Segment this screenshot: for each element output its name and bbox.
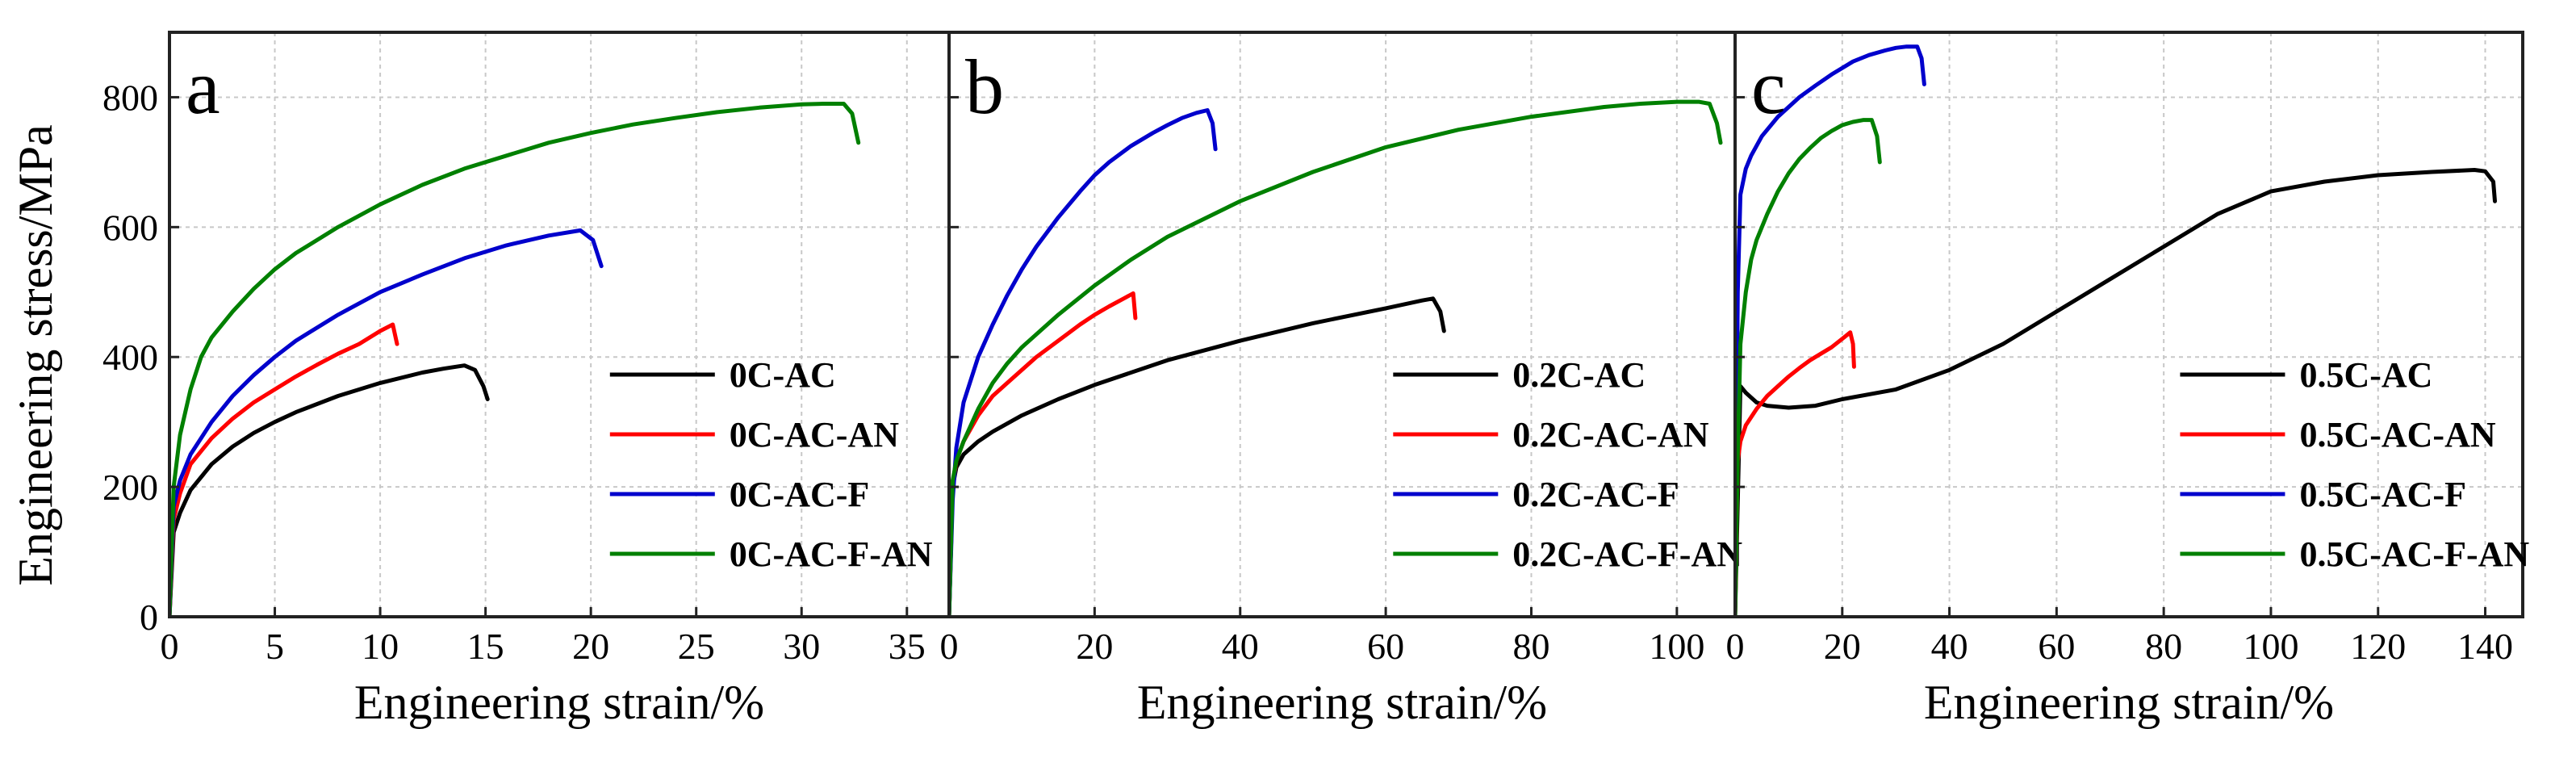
x-tick-label: 100 [2243,626,2298,667]
series-group [949,99,1723,617]
series-group [1735,44,2497,617]
legend-label: 0.2C-AC [1512,355,1646,395]
panel-a: 0 5 10 15 20 25 30 35 0 200 400 600 800 a Engineering … [102,31,951,729]
x-tick-label: 25 [678,626,715,667]
x-tick-label: 0 [940,626,959,667]
series-line-0.2C-AC [949,296,1446,617]
series-line-0.5C-AC-F [1735,44,1926,617]
plot-frame [947,31,1737,618]
series-line-0C-AC-AN [169,322,399,617]
y-tick-label: 800 [102,77,158,118]
plot-frame [1733,31,2524,618]
x-tick-label: 40 [1931,626,1968,667]
y-tick-label: 600 [102,207,158,248]
series-line-0.5C-AC-F-AN [1735,118,1882,617]
panel-b: 0 20 40 60 80 100 b Engineering strain/% 0.2C-AC… [940,31,1742,729]
legend-label: 0C-AC [730,355,836,395]
x-tick-label: 100 [1649,626,1704,667]
series-line-0C-AC-F-AN [169,102,861,617]
x-tick-label: 35 [889,626,926,667]
x-tick-label: 20 [1076,626,1113,667]
x-tick-label: 140 [2457,626,2513,667]
x-tick-label: 60 [1367,626,1404,667]
x-tick-label: 40 [1222,626,1259,667]
series-line-0.5C-AC-AN [1735,330,1856,617]
panel-letter: c [1751,44,1786,130]
legend: 0.5C-AC 0.5C-AC-AN 0.5C-AC-F 0.5C-AC-F-AN [2180,355,2529,574]
legend-label: 0.2C-AC-F [1512,475,1679,514]
panel-letter: a [186,44,220,130]
x-tick-label: 10 [362,626,399,667]
series-line-0C-AC-F [169,228,604,617]
legend-label: 0.5C-AC [2299,355,2432,395]
series-line-0.2C-AC-F-AN [949,99,1723,617]
series-line-0.2C-AC-AN [949,291,1138,617]
legend: 0C-AC 0C-AC-AN 0C-AC-F 0C-AC-F-AN [609,355,933,574]
x-axis-title: Engineering strain/% [354,676,764,729]
x-tick-label: 30 [783,626,820,667]
legend-label: 0.2C-AC-AN [1512,415,1708,455]
legend-label: 0.5C-AC-AN [2299,415,2495,455]
y-tick-label: 400 [102,337,158,378]
legend: 0.2C-AC 0.2C-AC-AN 0.2C-AC-F 0.2C-AC-F-AN [1393,355,1742,574]
x-tick-label: 0 [161,626,179,667]
panel-c: 0 20 40 60 80 100 120 140 c Engineering strain/% 0… [1726,31,2529,729]
x-tick-label: 20 [1824,626,1861,667]
y-tick-label: 0 [140,597,158,638]
legend-label: 0.2C-AC-F-AN [1512,534,1742,574]
x-tick-label: 0 [1726,626,1745,667]
y-tick-label: 200 [102,467,158,508]
legend-label: 0C-AC-AN [730,415,899,455]
x-tick-label: 80 [1512,626,1549,667]
series-line-0.5C-AC [1735,168,2497,617]
y-axis-title: Engineering stress/MPa [9,124,62,586]
plot-frame [168,31,951,618]
x-tick-label: 120 [2350,626,2406,667]
x-tick-label: 80 [2145,626,2182,667]
legend-label: 0C-AC-F [730,475,870,514]
series-group [169,102,861,617]
x-tick-label: 60 [2038,626,2075,667]
x-tick-label: 20 [572,626,609,667]
x-tick-label: 5 [266,626,284,667]
legend-label: 0.5C-AC-F [2299,475,2466,514]
x-tick-label: 15 [467,626,504,667]
x-axis-title: Engineering strain/% [1924,676,2334,729]
panel-letter: b [965,44,1004,130]
series-line-0.2C-AC-F [949,108,1218,617]
series-line-0C-AC [169,363,490,617]
x-axis-title: Engineering strain/% [1137,676,1547,729]
legend-label: 0.5C-AC-F-AN [2299,534,2529,574]
legend-label: 0C-AC-F-AN [730,534,933,574]
